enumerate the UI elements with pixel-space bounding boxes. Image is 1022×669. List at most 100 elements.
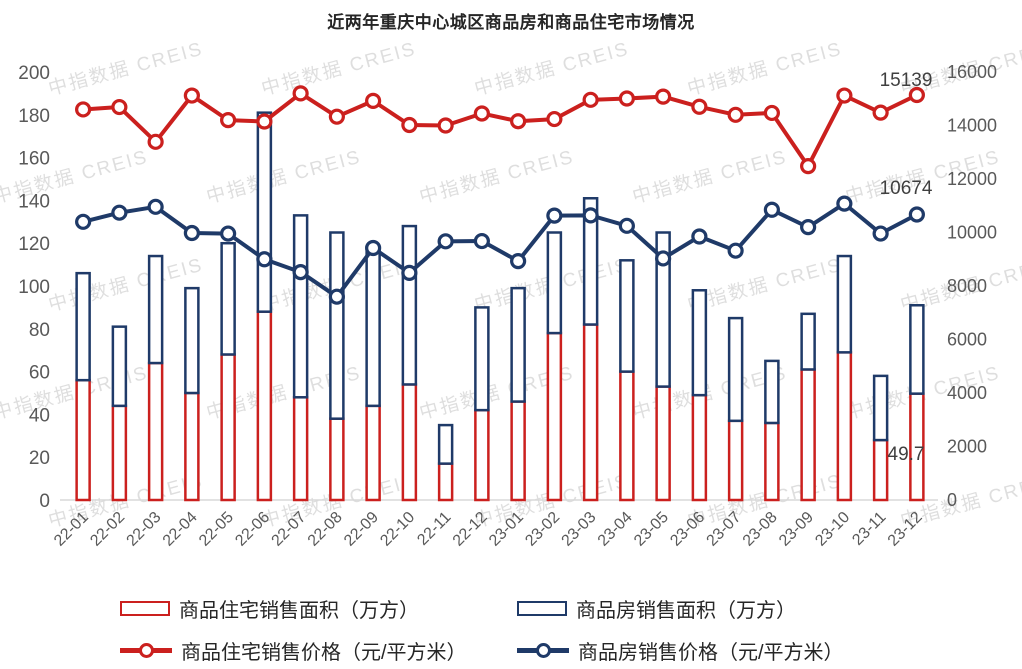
residential-area-bar: [872, 438, 889, 502]
commercial-area-bar: [437, 423, 454, 465]
x-axis-tick-label: 23-09: [776, 509, 817, 550]
residential-price-marker: [292, 85, 309, 102]
residential-area-bar: [329, 417, 345, 502]
commercial-price-marker: [220, 225, 237, 242]
legend-residential-area: 商品住宅销售面积（万方）: [120, 597, 419, 622]
left-axis-tick-label: 100: [18, 277, 50, 298]
residential-area-bar: [836, 351, 853, 502]
commercial-area-bar: [292, 214, 309, 399]
residential-area-bar: [75, 378, 91, 502]
left-axis-tick-label: 140: [18, 191, 50, 212]
residential-price-marker: [618, 90, 635, 107]
residential-price-marker: [220, 112, 237, 129]
x-axis-tick-label: 22-10: [377, 509, 418, 550]
commercial-price-marker: [655, 250, 672, 267]
commercial-price-marker: [908, 206, 925, 223]
x-axis-tick-label: 22-07: [268, 509, 309, 550]
right-axis-tick-label: 10000: [947, 223, 997, 243]
commercial-price-marker: [256, 251, 273, 268]
residential-price-marker: [836, 87, 853, 104]
chart-plot-area: 0204060801001201401601802000200040006000…: [18, 62, 997, 550]
residential-area-bar: [727, 419, 744, 502]
commercial-area-bar: [909, 304, 925, 395]
residential-area-bar: [147, 361, 164, 502]
commercial-area-bar: [619, 259, 635, 373]
commercial-area-bar: [147, 254, 164, 365]
left-axis-tick-label: 160: [18, 149, 50, 170]
commercial-area-bar: [401, 224, 418, 386]
commercial-price-marker: [510, 253, 527, 270]
right-axis-tick-label: 0: [947, 490, 957, 510]
commercial-price-marker: [691, 228, 708, 245]
commercial-area-bar: [546, 231, 563, 335]
commercial-area-bar: [474, 306, 490, 412]
residential-area-bar: [365, 404, 381, 502]
residential-area-bar: [800, 368, 816, 502]
residential-price-marker: [727, 106, 744, 123]
left-axis-tick-label: 60: [29, 363, 50, 384]
x-axis-tick-label: 23-10: [812, 509, 853, 550]
chart-title: 近两年重庆中心城区商品房和商品住宅市场情况: [327, 13, 695, 32]
residential-price-marker: [183, 87, 200, 104]
commercial-price-marker: [836, 195, 853, 212]
right-axis-tick-label: 8000: [947, 276, 987, 296]
commercial-price-swatch: [517, 639, 569, 661]
legend-residential-price-label: 商品住宅销售价格（元/平方米）: [181, 641, 467, 664]
residential-price-marker: [437, 117, 454, 134]
residential-price-marker: [546, 110, 563, 128]
commercial-price-marker: [727, 242, 744, 259]
commercial-price-marker: [473, 232, 490, 250]
legend-commercial-area-label: 商品房销售面积（万方）: [576, 599, 796, 622]
residential-area-bar: [111, 404, 128, 502]
commercial-area-bar: [184, 286, 200, 395]
residential-area-bar: [474, 408, 490, 502]
legend-residential-price: 商品住宅销售价格（元/平方米）: [120, 639, 467, 664]
residential-area-bar: [256, 310, 273, 502]
right-axis-tick-label: 6000: [947, 330, 987, 350]
commercial-area-bar: [872, 374, 889, 442]
commercial-price-marker: [75, 213, 92, 230]
left-axis-tick-label: 180: [18, 106, 50, 127]
residential-area-bar: [292, 396, 309, 502]
commercial-price-marker: [111, 204, 128, 221]
commercial-price-marker: [618, 217, 635, 234]
right-axis-tick-label: 2000: [947, 437, 987, 457]
commercial-area-bar: [220, 241, 236, 356]
commercial-area-swatch: [517, 600, 567, 616]
residential-area-bar: [510, 400, 526, 502]
residential-price-marker: [473, 105, 490, 122]
commercial-price-marker: [763, 201, 780, 218]
x-axis-tick-label: 23-12: [885, 509, 926, 550]
residential-price-swatch: [120, 639, 172, 661]
commercial-area-bar: [256, 111, 273, 313]
residential-price-marker: [872, 104, 889, 121]
commercial-area-bar: [727, 316, 744, 423]
series-end-data-label: 49.7: [888, 444, 925, 465]
residential-price-marker: [763, 104, 780, 122]
x-axis-tick-label: 23-01: [486, 509, 527, 550]
series-end-data-label: 15139: [880, 70, 933, 91]
residential-price-marker: [691, 98, 708, 115]
residential-area-bar: [437, 462, 454, 502]
legend-commercial-area: 商品房销售面积（万方）: [517, 597, 796, 622]
x-axis-tick-label: 23-11: [849, 509, 889, 549]
legend-commercial-price: 商品房销售价格（元/平方米）: [517, 639, 844, 664]
residential-area-swatch: [120, 600, 170, 616]
legend-residential-area-label: 商品住宅销售面积（万方）: [179, 599, 419, 622]
residential-price-marker: [365, 92, 382, 109]
legend-commercial-price-label: 商品房销售价格（元/平方米）: [578, 641, 844, 664]
x-axis-tick-label: 22-12: [450, 509, 491, 550]
x-axis-tick-label: 23-05: [631, 509, 672, 550]
left-axis-tick-label: 20: [29, 448, 50, 469]
commercial-price-marker: [582, 207, 599, 224]
residential-area-bar: [691, 393, 708, 502]
residential-area-bar: [582, 323, 599, 502]
x-axis-tick-label: 23-08: [740, 509, 781, 550]
commercial-price-marker: [872, 225, 889, 242]
commercial-price-marker: [365, 239, 382, 257]
residential-price-marker: [328, 108, 345, 125]
x-axis-tick-label: 23-03: [558, 509, 599, 550]
right-axis-tick-label: 16000: [947, 62, 997, 82]
left-axis-tick-label: 200: [18, 63, 50, 84]
residential-area-bar: [546, 331, 563, 502]
